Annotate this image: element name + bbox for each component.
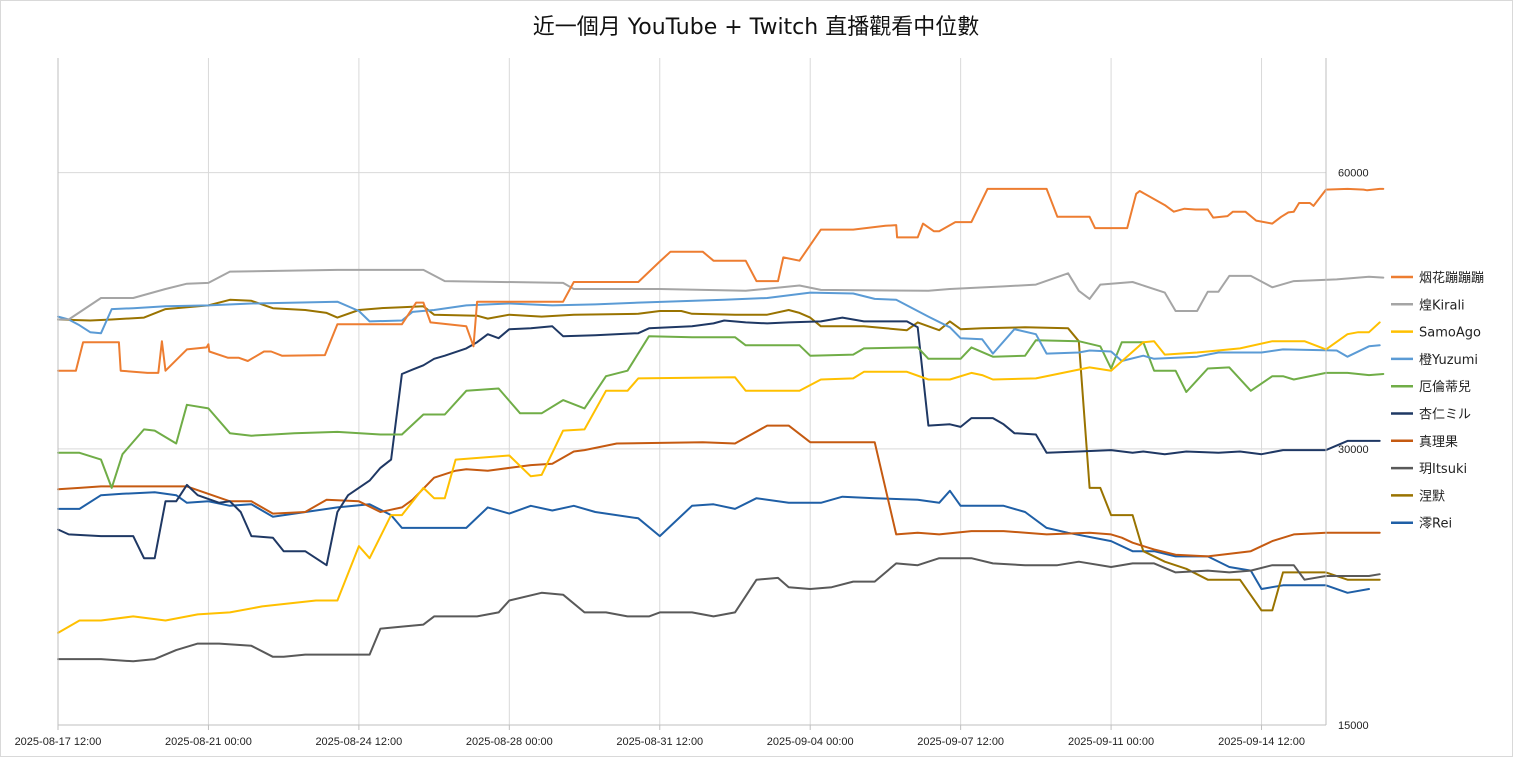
legend-label: 橙Yuzumi bbox=[1419, 353, 1478, 368]
series-line bbox=[57, 335, 1385, 489]
x-tick-label: 2025-08-24 12:00 bbox=[315, 736, 402, 748]
x-tick-label: 2025-09-04 00:00 bbox=[767, 736, 854, 748]
y-tick-label: 15000 bbox=[1338, 720, 1369, 732]
legend-label: 煌Kirali bbox=[1419, 298, 1465, 313]
x-tick-label: 2025-08-17 12:00 bbox=[15, 736, 102, 748]
series-line bbox=[57, 268, 1385, 321]
x-tick-label: 2025-08-21 00:00 bbox=[165, 736, 252, 748]
legend-label: 澪Rei bbox=[1419, 517, 1452, 532]
legend-label: 烟花蹦蹦蹦 bbox=[1419, 270, 1484, 286]
series-line bbox=[57, 321, 1381, 634]
series-line bbox=[57, 424, 1381, 558]
series-line bbox=[57, 557, 1381, 663]
x-tick-label: 2025-09-11 00:00 bbox=[1068, 736, 1154, 748]
series-line bbox=[57, 298, 1381, 612]
series-line bbox=[57, 187, 1385, 374]
x-tick-label: 2025-08-31 12:00 bbox=[616, 736, 703, 748]
legend-label: 厄倫蒂兒 bbox=[1419, 380, 1471, 395]
legend-label: 玥Itsuki bbox=[1419, 462, 1467, 477]
y-tick-label: 30000 bbox=[1338, 444, 1369, 456]
chart-title: 近一個月 YouTube + Twitch 直播觀看中位數 bbox=[533, 15, 979, 40]
series-line bbox=[57, 489, 1370, 594]
legend-label: 杏仁ミル bbox=[1419, 408, 1471, 423]
axes: 2025-08-17 12:00 2025-08-21 00:00 2025-08-… bbox=[15, 58, 1369, 748]
y-tick-label: 60000 bbox=[1338, 168, 1369, 180]
gridlines bbox=[57, 58, 1326, 725]
series-line bbox=[57, 291, 1381, 362]
series-line bbox=[57, 316, 1381, 567]
series-lines bbox=[57, 187, 1385, 663]
legend-label: 真理果 bbox=[1419, 435, 1458, 450]
x-tick-label: 2025-08-28 00:00 bbox=[466, 736, 553, 748]
legend-label: SamoAgo bbox=[1419, 326, 1481, 341]
x-tick-label: 2025-09-07 12:00 bbox=[917, 736, 1004, 748]
x-tick-label: 2025-09-14 12:00 bbox=[1218, 736, 1305, 748]
legend-label: 涅默 bbox=[1419, 488, 1445, 504]
